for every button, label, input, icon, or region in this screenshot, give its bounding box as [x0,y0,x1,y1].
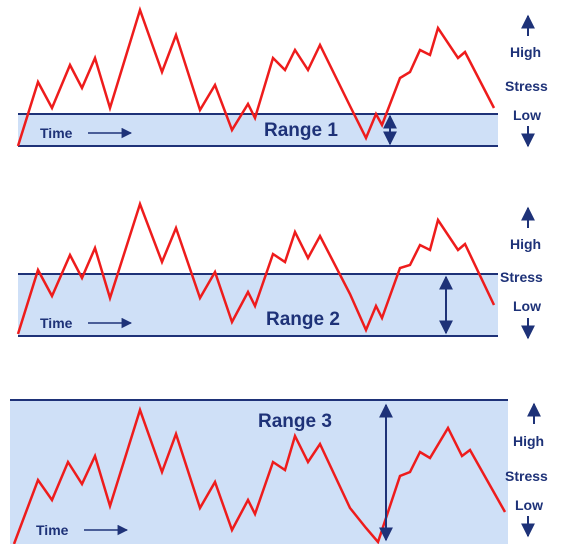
panel-range-1: Range 1 Time High Stress Low [16,6,548,148]
time-label-2: Time [40,315,73,331]
stress-label-3: Stress [505,468,548,484]
range-label-1: Range 1 [264,120,338,141]
range-label-2: Range 2 [266,309,340,330]
stress-signal-line-3 [12,406,507,544]
panel-range-2: Range 2 Time High Stress Low [16,200,543,340]
time-label-1: Time [40,125,73,141]
stress-signal-line-2 [16,200,496,335]
range-band-1 [18,114,498,146]
high-label-3: High [513,433,544,449]
stress-signal-line-1 [16,6,496,147]
range-band-2 [18,274,498,336]
high-label-2: High [510,236,541,252]
range-label-3: Range 3 [258,411,332,432]
range-band-3 [10,400,508,544]
high-label-1: High [510,44,541,60]
stress-label-1: Stress [505,78,548,94]
panel-range-3: Range 3 Time High Stress Low [10,399,548,544]
time-label-3: Time [36,522,69,538]
low-label-3: Low [515,497,543,513]
stress-label-2: Stress [500,269,543,285]
low-label-2: Low [513,298,541,314]
low-label-1: Low [513,107,541,123]
